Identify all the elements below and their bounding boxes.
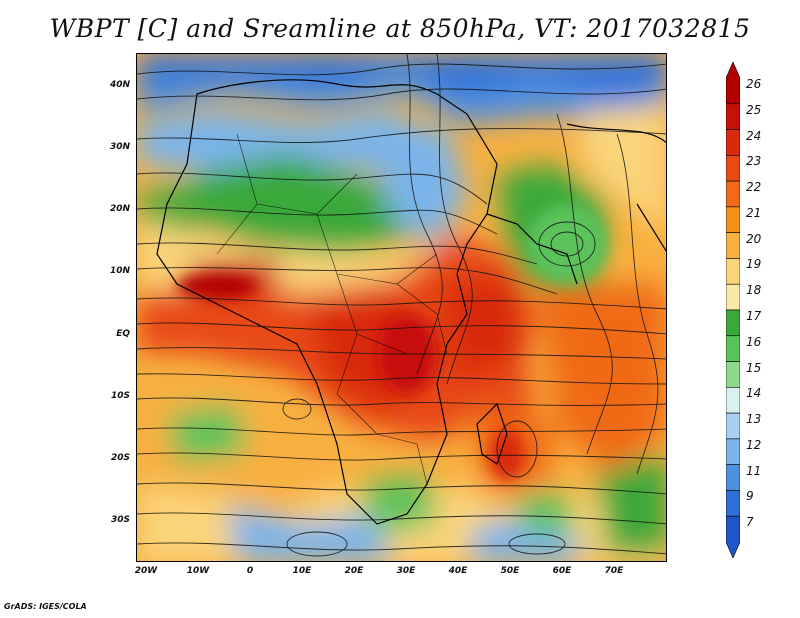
lat-label-30n: 30N xyxy=(109,142,130,152)
lat-label-10n: 10N xyxy=(109,266,130,276)
colorbar-swatch xyxy=(726,62,740,105)
colorbar-swatch xyxy=(726,155,740,182)
lon-label-10w: 10W xyxy=(186,566,210,576)
colorbar-label: 12 xyxy=(746,437,762,452)
colorbar-label: 13 xyxy=(746,412,762,427)
colorbar-swatch xyxy=(726,232,740,259)
colorbar-swatch xyxy=(726,258,740,285)
colorbar xyxy=(726,62,740,558)
colorbar-label: 17 xyxy=(746,309,762,323)
lat-label-40n: 40N xyxy=(109,80,130,90)
colorbar-swatch xyxy=(726,387,740,414)
colorbar-label: 9 xyxy=(746,489,754,504)
colorbar-swatch xyxy=(726,515,740,558)
colorbar-swatch xyxy=(726,361,740,388)
colorbar-label: 20 xyxy=(746,231,762,246)
colorbar-label: 19 xyxy=(746,257,762,272)
colorbar-swatch xyxy=(726,438,740,465)
lon-label-0: 0 xyxy=(246,566,254,576)
colorbar-label: 22 xyxy=(746,180,762,195)
colorbar-swatch xyxy=(726,180,740,208)
lat-label-20n: 20N xyxy=(109,204,130,214)
colorbar-swatch xyxy=(726,206,740,233)
lon-label-20w: 20W xyxy=(134,566,158,576)
colorbar-swatch xyxy=(726,283,740,311)
lon-label-10e: 10E xyxy=(292,566,312,576)
map-panel xyxy=(136,53,667,562)
colorbar-label: 18 xyxy=(746,283,762,298)
colorbar-swatch xyxy=(726,129,740,156)
colorbar-swatch xyxy=(726,464,740,491)
colorbar-swatch xyxy=(726,103,740,130)
lon-label-20e: 20E xyxy=(344,566,364,576)
colorbar-label: 23 xyxy=(746,154,762,169)
wbpt-field-map xyxy=(137,54,666,561)
colorbar-label: 11 xyxy=(746,463,762,478)
lat-label-eq: EQ xyxy=(116,329,130,339)
lon-label-50e: 50E xyxy=(500,566,520,576)
lon-label-60e: 60E xyxy=(552,566,572,576)
colorbar-label: 26 xyxy=(746,77,762,91)
lat-label-20s: 20S xyxy=(110,453,130,463)
lon-label-40e: 40E xyxy=(448,566,468,576)
colorbar-label: 7 xyxy=(746,515,754,530)
colorbar-label: 25 xyxy=(746,102,762,117)
lon-label-30e: 30E xyxy=(396,566,416,576)
colorbar-label: 16 xyxy=(746,334,762,349)
lat-label-10s: 10S xyxy=(110,391,130,401)
colorbar-label: 14 xyxy=(746,386,762,401)
grads-credit: GrADS: IGES/COLA xyxy=(4,602,87,611)
lon-label-70e: 70E xyxy=(604,566,624,576)
colorbar-label: 21 xyxy=(746,205,762,220)
lat-label-30s: 30S xyxy=(110,515,130,525)
colorbar-label: 15 xyxy=(746,360,762,375)
colorbar-swatch xyxy=(726,309,740,337)
colorbar-label: 24 xyxy=(746,128,762,143)
colorbar-swatch xyxy=(726,490,740,517)
colorbar-swatch xyxy=(726,335,740,362)
chart-title: WBPT [C] and Sreamline at 850hPa, VT: 20… xyxy=(49,14,751,43)
colorbar-swatch xyxy=(726,412,740,440)
